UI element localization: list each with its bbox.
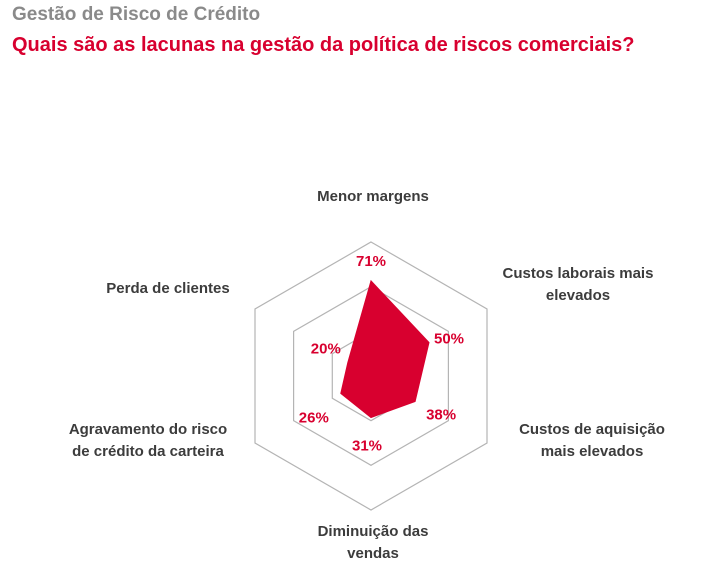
data-polygon <box>340 279 430 419</box>
category-label-line: Diminuição das <box>318 523 429 540</box>
category-label-line: Perda de clientes <box>106 280 229 297</box>
chart-subtitle: Gestão de Risco de Crédito <box>12 4 261 25</box>
category-label-line: vendas <box>347 545 399 562</box>
category-label: Custos de aquisição mais elevados <box>519 421 665 460</box>
category-label-line: elevados <box>546 287 610 304</box>
category-label-line: de crédito da carteira <box>72 443 224 460</box>
category-label-line: Agravamento do risco <box>69 421 227 438</box>
value-label: 31% <box>352 437 382 454</box>
radar-data <box>340 279 430 419</box>
category-label-line: mais elevados <box>541 443 644 460</box>
category-label: Menor margens <box>317 188 429 205</box>
value-label: 38% <box>426 406 456 423</box>
chart-title: Quais são as lacunas na gestão da políti… <box>12 34 635 56</box>
category-label: Perda de clientes <box>106 280 229 297</box>
category-label-line: Custos de aquisição <box>519 421 665 438</box>
category-label: Agravamento do risco de crédito da cartei… <box>69 421 227 460</box>
grid-ring-2 <box>293 286 449 466</box>
value-label: 71% <box>356 253 386 270</box>
category-label-line: Menor margens <box>317 188 429 205</box>
radar-labels: 71% 50% 38% 31% 26% 20% Menor margens Custos la… <box>69 188 665 562</box>
category-label: Custos laborais mais elevados <box>503 265 654 304</box>
grid-ring-3 <box>254 241 488 511</box>
value-label: 20% <box>311 341 341 358</box>
value-label: 50% <box>434 330 464 347</box>
value-label: 26% <box>299 409 329 426</box>
category-label: Diminuição das vendas <box>318 523 429 562</box>
category-label-line: Custos laborais mais <box>503 265 654 282</box>
